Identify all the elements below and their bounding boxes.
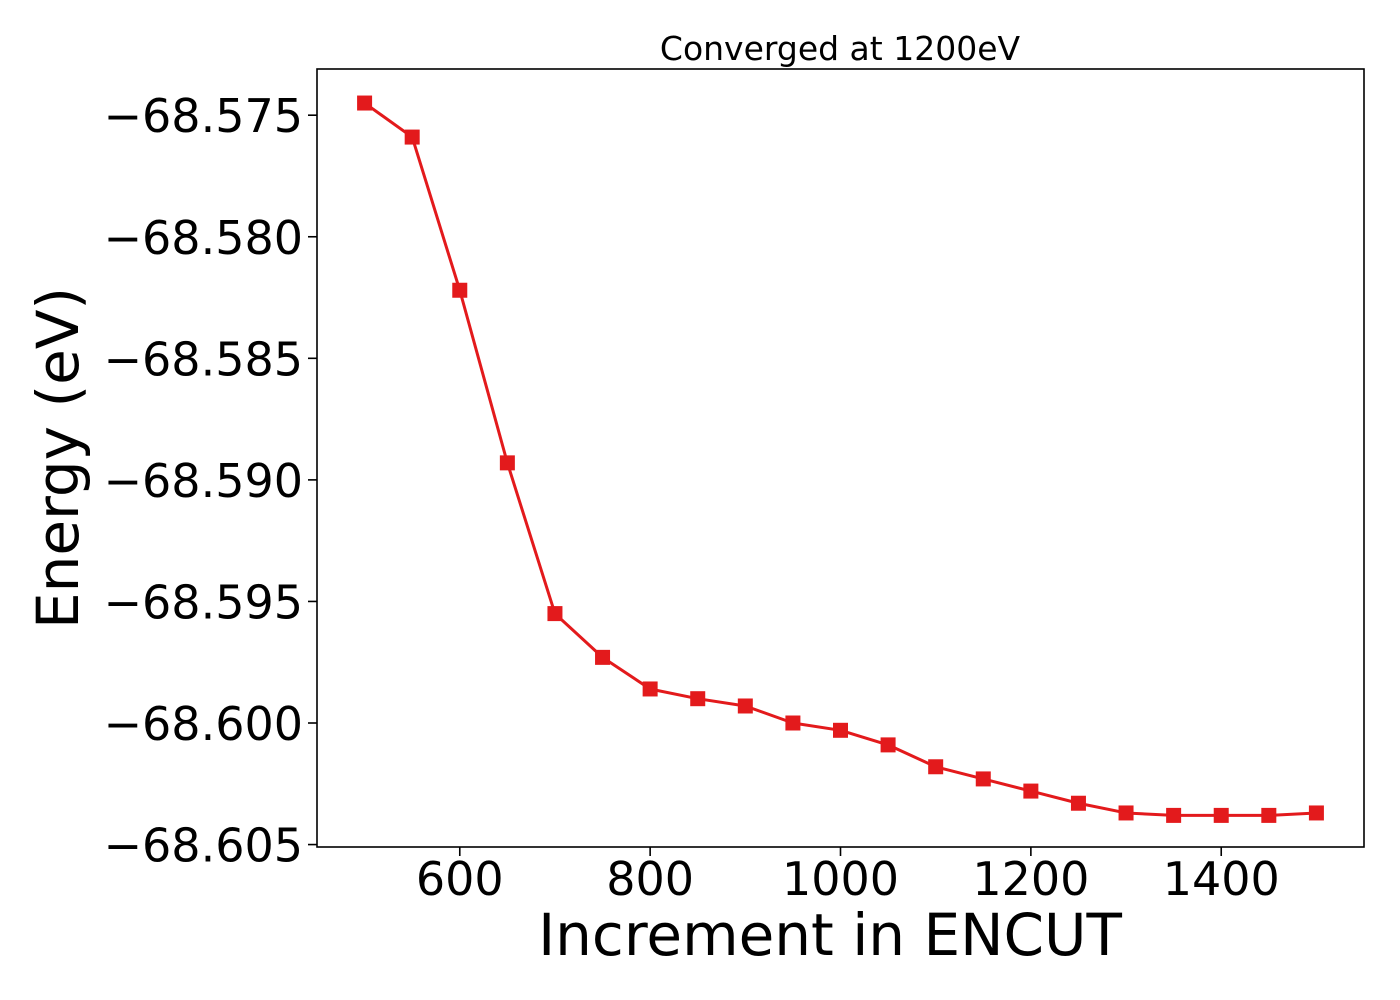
y-tick-label: −68.595	[104, 575, 304, 629]
data-point	[404, 129, 420, 145]
data-point	[1023, 783, 1039, 799]
y-tick-label: −68.605	[104, 819, 304, 873]
data-point	[880, 737, 896, 753]
chart-title: Converged at 1200eV	[660, 29, 1021, 68]
data-point	[357, 95, 373, 111]
y-axis-label: Energy (eV)	[24, 287, 92, 629]
y-tick-label: −68.600	[104, 697, 304, 751]
data-point	[1308, 805, 1324, 821]
y-tick-label: −68.590	[104, 454, 304, 508]
data-point	[1070, 795, 1086, 811]
data-point	[737, 698, 753, 714]
data-point	[690, 691, 706, 707]
data-point	[499, 455, 515, 471]
x-tick-label: 1000	[782, 852, 899, 906]
x-tick-label: 1200	[972, 852, 1089, 906]
x-axis-label: Increment in ENCUT	[538, 901, 1122, 969]
x-tick-label: 800	[606, 852, 694, 906]
data-point	[928, 759, 944, 775]
data-point	[785, 715, 801, 731]
data-point	[1261, 807, 1277, 823]
series-layer	[357, 95, 1324, 823]
data-point	[642, 681, 658, 697]
data-point	[595, 649, 611, 665]
data-point	[833, 722, 848, 738]
data-point	[975, 771, 991, 787]
y-tick-label: −68.580	[104, 211, 304, 265]
x-tick-label: 600	[416, 852, 504, 906]
data-point	[452, 282, 468, 298]
y-tick-label: −68.575	[104, 89, 304, 143]
x-tick-label: 1400	[1163, 852, 1280, 906]
data-point	[547, 606, 563, 622]
y-tick-label: −68.585	[104, 332, 304, 386]
y-axis: −68.575 −68.580 −68.585 −68.590 −68.595 −68.6…	[104, 89, 317, 873]
data-point	[1118, 805, 1134, 821]
x-axis: 600 800 1000 1200 1400	[416, 847, 1280, 906]
data-point	[1166, 807, 1182, 823]
data-point	[1213, 807, 1229, 823]
